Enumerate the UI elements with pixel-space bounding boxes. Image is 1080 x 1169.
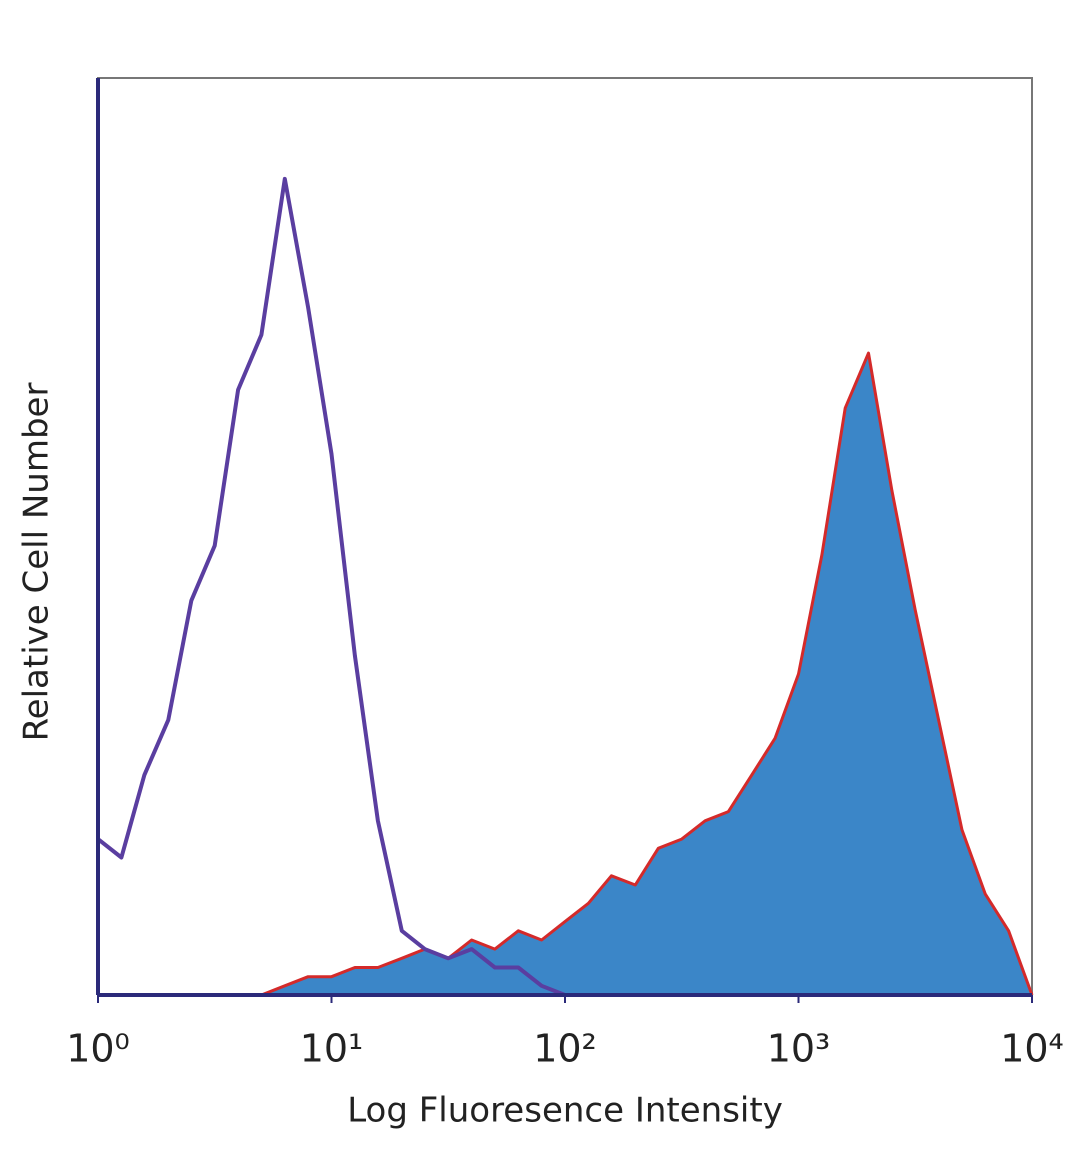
x-tick-label: 10² <box>533 1027 597 1071</box>
x-tick-label: 10³ <box>767 1027 831 1071</box>
y-axis-label: Relative Cell Number <box>17 383 57 742</box>
histogram-fill <box>98 353 1032 996</box>
x-axis-label: Log Fluoresence Intensity <box>347 1091 783 1131</box>
x-tick-label: 10⁴ <box>1000 1027 1064 1071</box>
x-tick-label: 10¹ <box>300 1027 364 1071</box>
x-tick-label: 10⁰ <box>66 1027 130 1071</box>
